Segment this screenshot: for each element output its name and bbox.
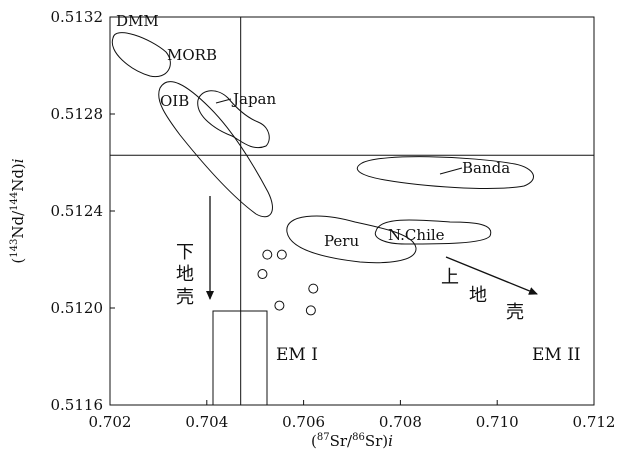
label-peru: Peru bbox=[324, 232, 359, 250]
x-axis-title: (87Sr/86Sr)i bbox=[311, 432, 393, 450]
x-tick-label: 0.706 bbox=[282, 413, 325, 431]
y-tick-label: 0.5120 bbox=[51, 299, 104, 317]
banda-leader-line bbox=[439, 167, 463, 175]
field-em-i bbox=[212, 310, 268, 406]
y-axis-title: (143Nd/144Nd)i bbox=[9, 158, 27, 263]
label-lower-crust-char-2: 地 bbox=[176, 264, 194, 285]
sample-point bbox=[262, 249, 273, 260]
label-upper-crust-char-1: 上 bbox=[441, 267, 459, 288]
label-upper-crust-char-3: 壳 bbox=[506, 302, 524, 323]
x-tick-label: 0.702 bbox=[89, 413, 132, 431]
label-lower-crust-char-3: 壳 bbox=[176, 287, 194, 308]
plot-frame bbox=[109, 16, 595, 406]
label-oib: OIB bbox=[160, 92, 189, 110]
y-axis-ticks: 0.5116 0.5120 0.5124 0.5128 0.5132 bbox=[51, 8, 115, 414]
label-em-ii: EM II bbox=[532, 345, 581, 365]
label-upper-crust-char-2: 地 bbox=[469, 285, 487, 306]
sample-point bbox=[276, 249, 287, 260]
label-banda: Banda bbox=[462, 159, 510, 177]
field-japan bbox=[197, 90, 270, 149]
sample-point bbox=[308, 283, 319, 294]
x-axis-ticks: 0.702 0.704 0.706 0.708 0.710 0.712 bbox=[89, 400, 616, 431]
upper-crust-arrow bbox=[445, 256, 538, 295]
sample-point bbox=[257, 269, 268, 280]
label-n-chile: N.Chile bbox=[388, 226, 445, 244]
field-n-chile bbox=[374, 219, 492, 245]
label-em-i: EM I bbox=[276, 345, 318, 365]
sample-points bbox=[257, 249, 319, 316]
y-tick-label: 0.5124 bbox=[51, 202, 104, 220]
x-tick-label: 0.708 bbox=[379, 413, 422, 431]
japan-leader-line bbox=[215, 98, 232, 104]
x-tick-label: 0.710 bbox=[476, 413, 519, 431]
y-tick-label: 0.5132 bbox=[51, 8, 104, 26]
sample-point bbox=[274, 300, 285, 311]
field-banda bbox=[356, 156, 534, 189]
x-tick-label: 0.704 bbox=[185, 413, 228, 431]
field-peru bbox=[286, 215, 417, 264]
label-lower-crust-char-1: 下 bbox=[176, 242, 194, 263]
label-morb: MORB bbox=[167, 46, 217, 64]
label-dmm: DMM bbox=[116, 12, 159, 30]
y-tick-label: 0.5128 bbox=[51, 105, 104, 123]
field-dmm-morb bbox=[111, 32, 171, 78]
label-japan: Japan bbox=[231, 90, 277, 108]
x-tick-label: 0.712 bbox=[573, 413, 616, 431]
field-oib bbox=[158, 81, 273, 218]
sample-point bbox=[305, 305, 316, 316]
y-tick-label: 0.5116 bbox=[51, 396, 104, 414]
